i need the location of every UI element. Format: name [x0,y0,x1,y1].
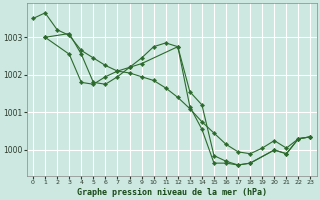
X-axis label: Graphe pression niveau de la mer (hPa): Graphe pression niveau de la mer (hPa) [77,188,267,197]
